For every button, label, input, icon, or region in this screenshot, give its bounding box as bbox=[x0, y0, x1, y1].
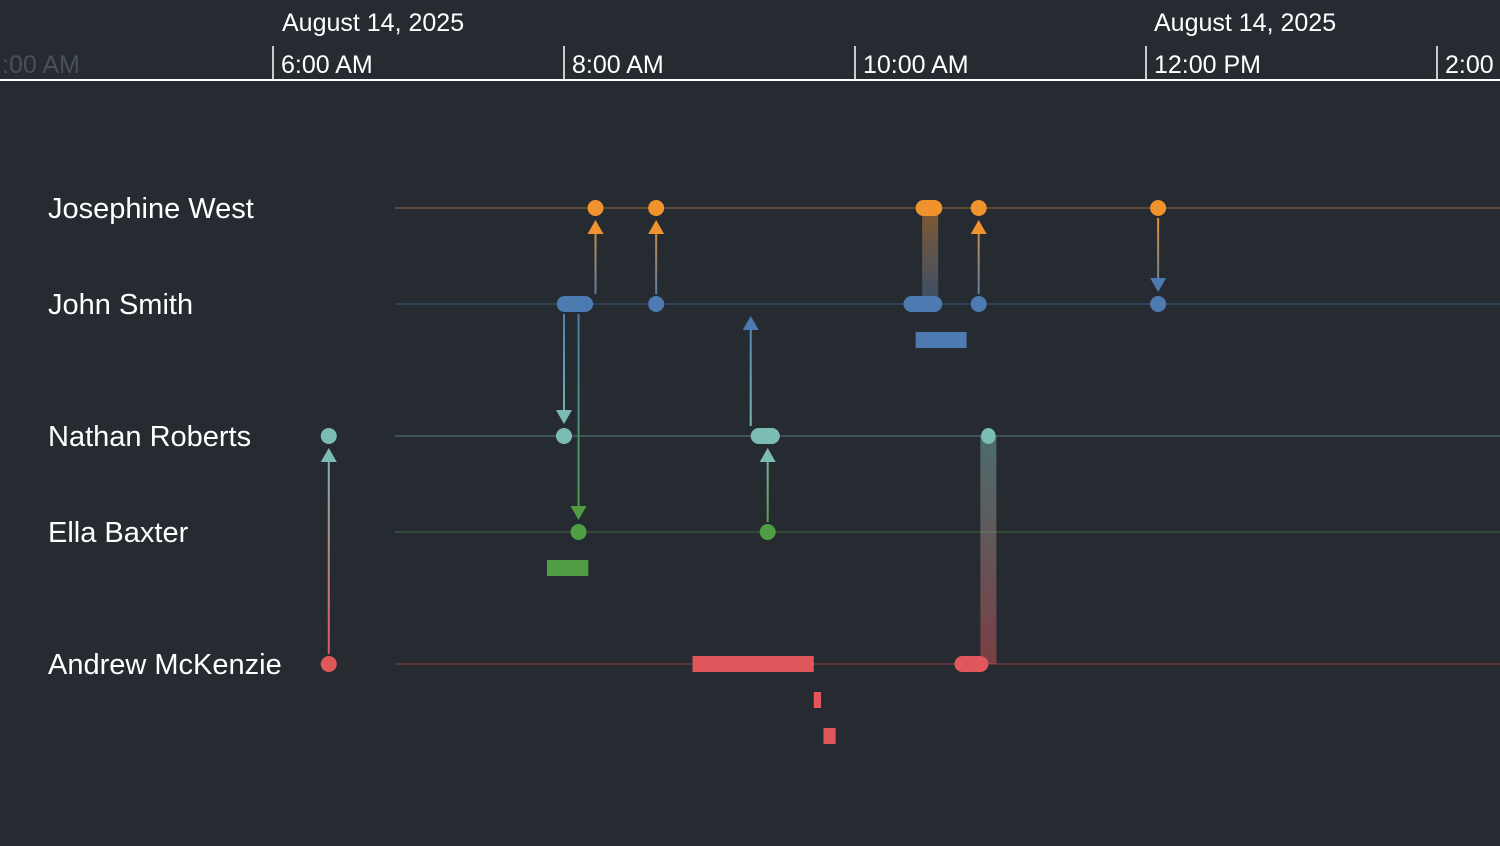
axis-time-label: 2:00 bbox=[1445, 51, 1494, 79]
events bbox=[320, 200, 1167, 672]
point-event bbox=[556, 428, 572, 444]
axis-date-label: August 14, 2025 bbox=[1154, 9, 1336, 37]
span-event bbox=[903, 296, 943, 312]
point-event bbox=[970, 200, 987, 216]
point-event bbox=[759, 524, 776, 540]
axis-time-label: 8:00 AM bbox=[572, 51, 664, 79]
activity-bar bbox=[915, 332, 967, 348]
lane-label-nathan: Nathan Roberts bbox=[48, 421, 251, 453]
lane-label-john: John Smith bbox=[48, 289, 193, 321]
activity-bars bbox=[547, 332, 967, 744]
link-arrowhead bbox=[648, 220, 665, 234]
span-event bbox=[556, 296, 594, 312]
span-event bbox=[954, 656, 989, 672]
point-event bbox=[648, 200, 665, 216]
lane-label-ella: Ella Baxter bbox=[48, 517, 189, 549]
axis-time-label: 6:00 AM bbox=[281, 51, 373, 79]
activity-bar bbox=[813, 692, 822, 708]
link-arrowhead bbox=[320, 448, 337, 462]
activity-bar bbox=[692, 656, 814, 672]
links bbox=[320, 208, 1167, 664]
link-arrowhead bbox=[587, 220, 604, 234]
time-axis: August 14, 2025 August 14, 2025 :00 AM 6… bbox=[0, 9, 1500, 81]
point-event bbox=[320, 428, 337, 444]
span-event bbox=[915, 200, 943, 216]
axis-time-label: 12:00 PM bbox=[1154, 51, 1261, 79]
span-event bbox=[750, 428, 780, 444]
axis-date-label: August 14, 2025 bbox=[282, 9, 464, 37]
activity-bar bbox=[823, 728, 836, 744]
lane-label-josephine: Josephine West bbox=[48, 193, 254, 225]
link-arrowhead bbox=[556, 410, 572, 424]
activity-bar bbox=[547, 560, 589, 576]
link-arrowhead bbox=[570, 506, 587, 520]
point-event bbox=[320, 656, 337, 672]
point-event bbox=[648, 296, 665, 312]
span-event bbox=[981, 428, 996, 444]
lane-labels: Josephine West John Smith Nathan Roberts El… bbox=[48, 193, 282, 681]
link-arrowhead bbox=[970, 220, 987, 234]
point-event bbox=[570, 524, 587, 540]
point-event bbox=[587, 200, 604, 216]
lane-label-andrew: Andrew McKenzie bbox=[48, 649, 282, 681]
axis-time-label: 10:00 AM bbox=[863, 51, 969, 79]
link-arrowhead bbox=[742, 316, 759, 330]
link-arrowhead bbox=[759, 448, 776, 462]
link-arrowhead bbox=[1150, 278, 1167, 292]
point-event bbox=[1150, 296, 1167, 312]
point-event bbox=[970, 296, 987, 312]
axis-time-label: :00 AM bbox=[2, 51, 80, 79]
point-event bbox=[1150, 200, 1167, 216]
